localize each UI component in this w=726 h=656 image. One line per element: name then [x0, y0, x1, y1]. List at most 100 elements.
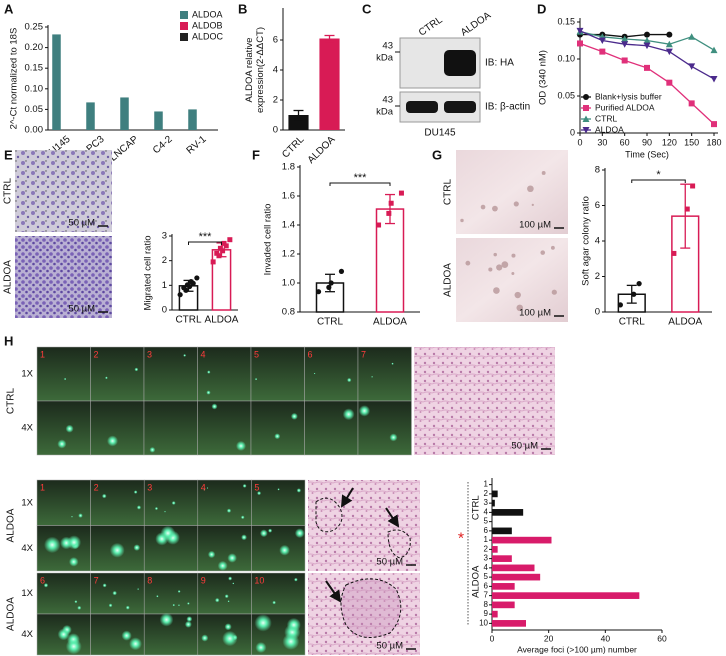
fluorescent-focus: [129, 637, 142, 651]
data-point: [315, 289, 322, 295]
colony: [488, 267, 493, 272]
blot-band: [444, 50, 476, 76]
bar: [492, 592, 640, 599]
bar: [319, 38, 340, 130]
y-tick-label: 6: [484, 526, 489, 535]
bar: [211, 249, 232, 311]
probe-label: IB: HA: [485, 58, 514, 69]
fluorescent-focus: [63, 377, 67, 381]
legend-marker: [582, 127, 590, 134]
micrograph: [456, 150, 568, 234]
fluorescent-focus: [282, 633, 300, 650]
y-tick-label: 2: [162, 255, 167, 266]
y-tick-label: 0: [570, 127, 575, 137]
fluorescent-focus: [342, 408, 355, 421]
fluorescent-focus: [240, 515, 245, 520]
bar: [492, 573, 541, 581]
legend-label: Blank+lysis buffer: [595, 91, 662, 101]
fluorescence-image: [250, 346, 305, 402]
group-label: ALDOA: [471, 565, 482, 598]
y-tick-label: 0.15: [557, 16, 575, 26]
bar: [120, 97, 129, 130]
data-point: [326, 284, 332, 290]
fluorescent-focus: [358, 405, 371, 417]
bar: [492, 509, 524, 516]
bar: [492, 555, 512, 562]
magnification-label: 4X: [21, 629, 33, 640]
fluorescent-focus: [121, 630, 132, 641]
significance-bracket: [329, 182, 391, 186]
x-tick-label: C4-2: [151, 134, 175, 157]
fluorescent-focus: [207, 550, 216, 559]
y-tick-label: 1: [162, 280, 167, 291]
fluorescent-focus: [232, 582, 235, 585]
fluorescence-image: [250, 400, 305, 456]
data-point: [398, 190, 404, 196]
marker: [665, 48, 673, 56]
fluorescent-focus: [347, 377, 352, 383]
data-point: [671, 250, 677, 256]
y-tick-label: 2: [484, 489, 489, 498]
arrow: [385, 507, 400, 528]
x-tick-label: CTRL: [280, 134, 307, 161]
significance-label: ***: [354, 172, 368, 184]
y-tick-label: 8: [484, 600, 489, 609]
fluorescent-focus: [187, 602, 190, 605]
x-tick-label: 120: [662, 137, 677, 147]
field-number: 7: [361, 349, 366, 359]
fluorescence-image: [36, 346, 91, 402]
x-tick-label: CTRL: [317, 317, 344, 328]
x-tick-label: 60: [620, 137, 630, 147]
y-tick-label: 4: [595, 236, 600, 247]
data-point: [214, 250, 220, 256]
blot-band: [444, 101, 476, 113]
significance-bracket: [631, 179, 686, 183]
y-tick-label: 0.05: [25, 104, 44, 115]
fluorescent-focus: [184, 620, 192, 628]
legend-label: ALDOA: [192, 9, 223, 19]
fluorescent-focus: [206, 390, 211, 395]
field-number: 6: [308, 349, 313, 359]
fluorescent-focus: [313, 372, 316, 375]
x-tick-label: 150: [684, 137, 699, 147]
fluorescent-focus: [227, 553, 237, 563]
y-axis-label: OD (340 nM): [538, 50, 549, 105]
fluorescent-focus: [177, 604, 180, 607]
data-point: [227, 237, 233, 243]
colony: [501, 261, 509, 268]
fluorescence-image: [197, 346, 252, 402]
fluorescent-focus: [201, 634, 209, 642]
fluorescence-image: [143, 346, 198, 402]
fluorescent-focus: [66, 535, 82, 550]
colony: [516, 304, 524, 312]
fluorescent-focus: [171, 501, 176, 505]
fluorescent-focus: [71, 515, 73, 518]
fluorescent-focus: [107, 435, 119, 447]
panel-letter: C: [362, 1, 372, 16]
panel-letter: G: [432, 147, 442, 162]
y-tick-label: 1: [484, 535, 489, 544]
x-tick-label: ALDOA: [205, 315, 239, 326]
x-tick-label: ALDOA: [306, 134, 338, 166]
data-point: [617, 302, 623, 308]
x-tick-label: 30: [597, 137, 607, 147]
x-tick-label: 0: [490, 633, 495, 643]
scale-label: 50 µM: [68, 304, 95, 315]
fluorescent-focus: [227, 600, 230, 603]
legend-label: Purified ALDOA: [595, 102, 655, 112]
fluorescence-image: [90, 572, 145, 615]
fluorescence-image: [143, 479, 199, 526]
x-tick-label: CTRL: [175, 315, 202, 326]
colony: [531, 203, 534, 206]
fluorescent-focus: [254, 377, 258, 381]
field-number: 4: [201, 349, 206, 359]
fluorescent-focus: [228, 576, 233, 581]
colony: [511, 253, 516, 258]
mw-marker: 43: [382, 41, 393, 52]
marker: [621, 41, 629, 48]
colony: [493, 287, 500, 294]
scale-label: 50 µM: [511, 441, 538, 452]
y-tick-label: 6: [595, 200, 600, 211]
y-tick-label: 1.8: [282, 162, 295, 173]
fluorescent-focus: [371, 375, 373, 378]
